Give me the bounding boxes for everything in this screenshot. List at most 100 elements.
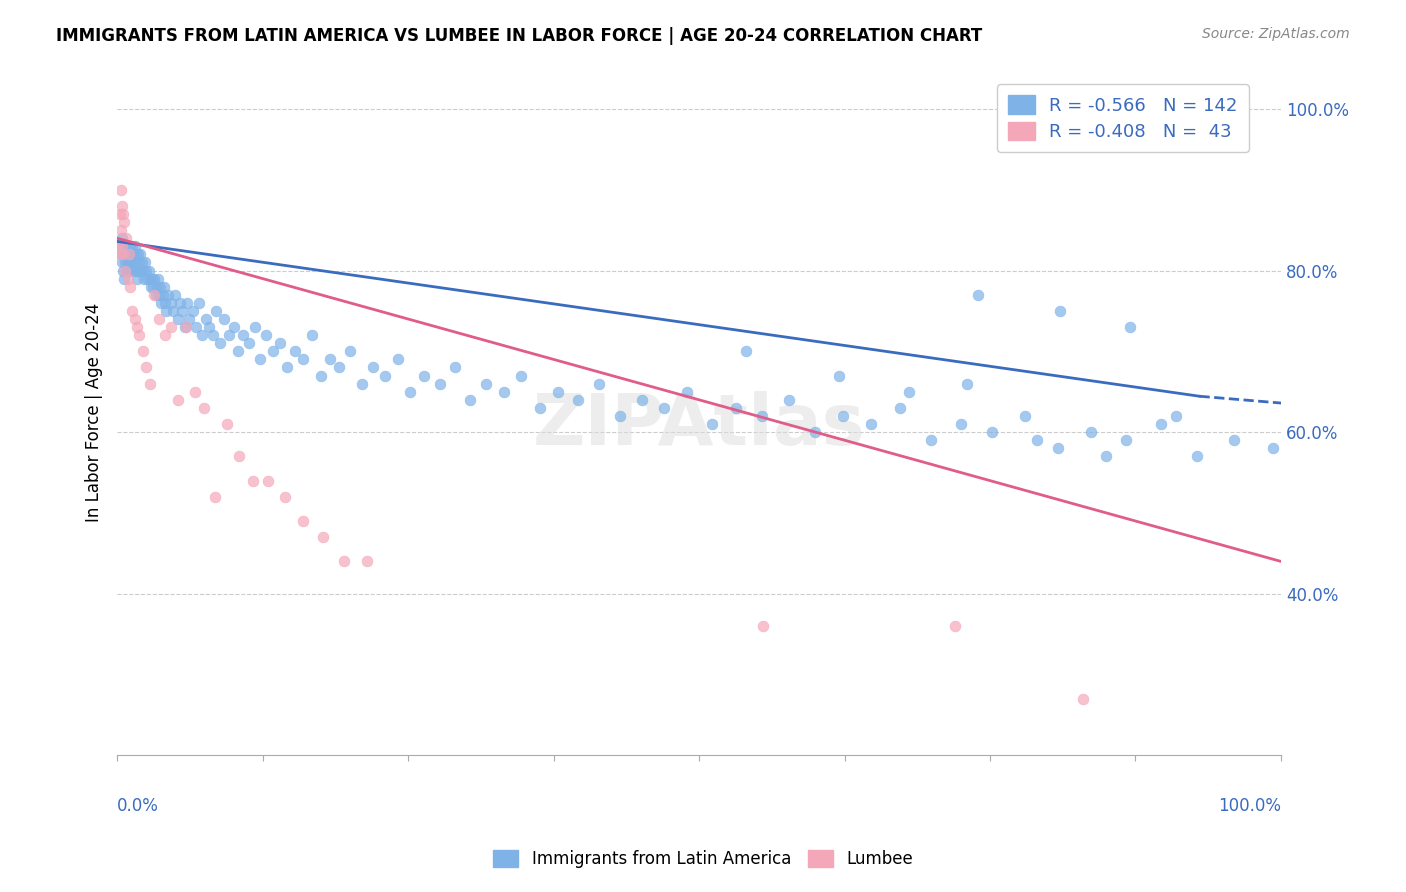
Point xyxy=(135,360,157,375)
Point xyxy=(139,271,162,285)
Point xyxy=(108,247,131,261)
Point xyxy=(443,360,465,375)
Point xyxy=(967,287,990,301)
Point xyxy=(118,263,141,277)
Point xyxy=(145,287,167,301)
Point xyxy=(152,287,174,301)
Point xyxy=(269,336,291,351)
Point xyxy=(148,287,170,301)
Text: IMMIGRANTS FROM LATIN AMERICA VS LUMBEE IN LABOR FORCE | AGE 20-24 CORRELATION C: IMMIGRANTS FROM LATIN AMERICA VS LUMBEE … xyxy=(56,27,983,45)
Point xyxy=(226,344,249,359)
Point xyxy=(165,287,187,301)
Point xyxy=(118,247,141,261)
Point xyxy=(124,255,146,269)
Point xyxy=(129,247,152,261)
Point xyxy=(157,287,180,301)
Point xyxy=(319,352,342,367)
Point xyxy=(162,304,184,318)
Point xyxy=(114,239,136,253)
Point xyxy=(127,247,149,261)
Point xyxy=(141,271,163,285)
Point xyxy=(121,304,143,318)
Point xyxy=(333,554,356,568)
Point xyxy=(125,247,148,261)
Point xyxy=(1080,425,1102,439)
Point xyxy=(312,530,335,544)
Point xyxy=(350,376,373,391)
Point xyxy=(143,287,166,301)
Point xyxy=(309,368,332,383)
Point xyxy=(118,247,141,261)
Point xyxy=(804,425,827,439)
Point xyxy=(117,239,139,253)
Point xyxy=(361,360,384,375)
Point xyxy=(943,619,966,633)
Point xyxy=(111,231,134,245)
Point xyxy=(132,344,155,359)
Point xyxy=(191,328,214,343)
Point xyxy=(1166,409,1188,423)
Point xyxy=(212,312,235,326)
Point xyxy=(135,263,157,277)
Point xyxy=(145,279,167,293)
Point xyxy=(111,247,134,261)
Point xyxy=(115,247,138,261)
Point xyxy=(1150,417,1173,431)
Text: Source: ZipAtlas.com: Source: ZipAtlas.com xyxy=(1202,27,1350,41)
Point xyxy=(136,271,159,285)
Point xyxy=(114,263,136,277)
Point xyxy=(118,279,141,293)
Point xyxy=(1115,434,1137,448)
Point xyxy=(956,376,979,391)
Point xyxy=(125,320,148,334)
Point xyxy=(292,352,315,367)
Point xyxy=(117,255,139,269)
Point xyxy=(1118,320,1140,334)
Point xyxy=(111,239,134,253)
Point xyxy=(284,344,307,359)
Point xyxy=(159,320,181,334)
Y-axis label: In Labor Force | Age 20-24: In Labor Force | Age 20-24 xyxy=(86,302,103,522)
Point xyxy=(700,417,723,431)
Legend: Immigrants from Latin America, Lumbee: Immigrants from Latin America, Lumbee xyxy=(486,843,920,875)
Point xyxy=(181,304,204,318)
Point xyxy=(510,368,533,383)
Point xyxy=(118,239,141,253)
Point xyxy=(374,368,396,383)
Point xyxy=(148,312,170,326)
Point xyxy=(243,320,266,334)
Point xyxy=(228,450,250,464)
Point xyxy=(429,376,451,391)
Point xyxy=(112,247,135,261)
Point xyxy=(1071,691,1094,706)
Point xyxy=(609,409,631,423)
Point xyxy=(143,271,166,285)
Point xyxy=(1014,409,1036,423)
Point xyxy=(112,271,135,285)
Point xyxy=(920,434,942,448)
Point xyxy=(166,312,188,326)
Point xyxy=(204,490,226,504)
Point xyxy=(114,255,136,269)
Point xyxy=(153,296,176,310)
Point xyxy=(159,296,181,310)
Point xyxy=(153,328,176,343)
Point xyxy=(276,360,298,375)
Point xyxy=(242,474,264,488)
Point xyxy=(131,255,153,269)
Point xyxy=(292,514,315,528)
Point xyxy=(115,231,138,245)
Point xyxy=(173,320,195,334)
Point xyxy=(132,263,155,277)
Point xyxy=(492,384,515,399)
Point xyxy=(339,344,361,359)
Text: 0.0%: 0.0% xyxy=(117,797,159,814)
Point xyxy=(108,207,131,221)
Legend: R = -0.566   N = 142, R = -0.408   N =  43: R = -0.566 N = 142, R = -0.408 N = 43 xyxy=(997,85,1249,152)
Point xyxy=(547,384,569,399)
Point xyxy=(328,360,350,375)
Point xyxy=(734,344,756,359)
Point xyxy=(174,320,197,334)
Point xyxy=(257,474,280,488)
Point xyxy=(676,384,699,399)
